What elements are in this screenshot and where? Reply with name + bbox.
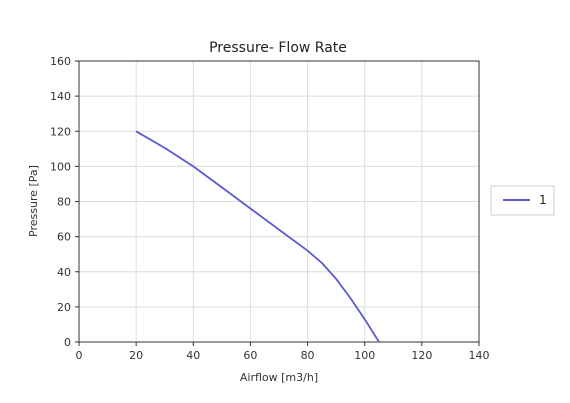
y-tick-label: 120 [50,125,71,138]
x-tick-label: 100 [354,349,375,362]
x-tick-label: 60 [243,349,257,362]
x-tick-label: 0 [76,349,83,362]
legend: 1 [490,185,555,216]
y-tick-label: 40 [57,266,71,279]
chart-title: Pressure- Flow Rate [209,40,347,56]
grid [78,60,480,343]
x-tick-label: 20 [129,349,143,362]
y-tick-label: 100 [50,160,71,173]
x-tick-label: 40 [186,349,200,362]
x-tick-label: 120 [411,349,432,362]
x-axis-title: Airflow [m3/h] [240,371,318,384]
y-tick-label: 60 [57,231,71,244]
x-tick-label: 80 [301,349,315,362]
x-axis: 0 20 40 60 80 100 120 140 [76,342,490,362]
y-tick-label: 140 [50,90,71,103]
x-tick-label: 140 [469,349,490,362]
series-layer [135,130,380,343]
y-tick-label: 20 [57,301,71,314]
y-tick-label: 160 [50,55,71,68]
y-axis-title: Pressure [Pa] [27,165,40,237]
legend-label: 1 [539,193,547,207]
series-line [135,130,380,343]
y-axis: 0 20 40 60 80 100 120 140 160 [50,55,79,349]
y-tick-label: 0 [64,336,71,349]
y-tick-label: 80 [57,196,71,209]
